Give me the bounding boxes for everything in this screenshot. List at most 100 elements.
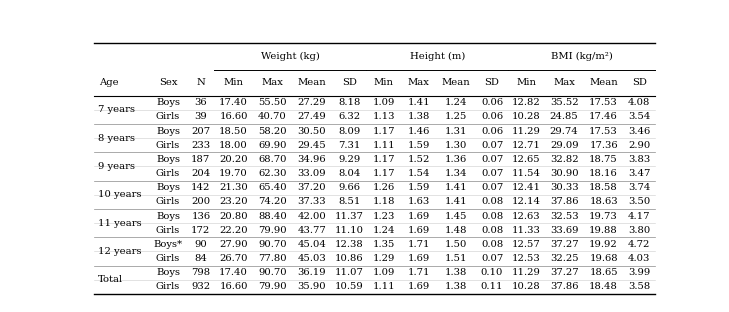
Text: Boys: Boys: [156, 126, 180, 135]
Text: Min: Min: [516, 78, 537, 87]
Text: 207: 207: [191, 126, 211, 135]
Text: 12.14: 12.14: [512, 197, 541, 206]
Text: 1.52: 1.52: [408, 155, 429, 164]
Text: 7 years: 7 years: [98, 105, 136, 114]
Text: 7.31: 7.31: [338, 141, 360, 150]
Text: 17.46: 17.46: [589, 112, 618, 121]
Text: 3.74: 3.74: [628, 183, 650, 192]
Text: Mean: Mean: [589, 78, 618, 87]
Text: 4.17: 4.17: [628, 212, 650, 221]
Text: Boys: Boys: [156, 155, 180, 164]
Text: 22.20: 22.20: [219, 226, 248, 235]
Text: 0.07: 0.07: [481, 155, 503, 164]
Text: 12.38: 12.38: [335, 240, 364, 249]
Text: 90: 90: [195, 240, 207, 249]
Text: 1.41: 1.41: [445, 197, 467, 206]
Text: 20.80: 20.80: [219, 212, 248, 221]
Text: 39: 39: [195, 112, 207, 121]
Text: 4.03: 4.03: [628, 254, 650, 263]
Text: 18.63: 18.63: [589, 197, 618, 206]
Text: 77.80: 77.80: [258, 254, 286, 263]
Text: 33.09: 33.09: [297, 169, 326, 178]
Text: 37.27: 37.27: [550, 240, 578, 249]
Text: 3.50: 3.50: [628, 197, 650, 206]
Text: 11.37: 11.37: [335, 212, 364, 221]
Text: 1.59: 1.59: [408, 183, 429, 192]
Text: 17.40: 17.40: [219, 268, 248, 277]
Text: 10.28: 10.28: [512, 112, 541, 121]
Text: Age: Age: [99, 78, 119, 87]
Text: 69.90: 69.90: [258, 141, 286, 150]
Text: 0.07: 0.07: [481, 141, 503, 150]
Text: 1.25: 1.25: [445, 112, 467, 121]
Text: 1.31: 1.31: [445, 126, 467, 135]
Text: Boys: Boys: [156, 268, 180, 277]
Text: 3.46: 3.46: [628, 126, 650, 135]
Text: 142: 142: [191, 183, 211, 192]
Text: 1.69: 1.69: [408, 282, 429, 291]
Text: 29.09: 29.09: [550, 141, 578, 150]
Text: 32.82: 32.82: [550, 155, 578, 164]
Text: 2.90: 2.90: [628, 141, 650, 150]
Text: 90.70: 90.70: [258, 268, 286, 277]
Text: 32.25: 32.25: [550, 254, 578, 263]
Text: 3.83: 3.83: [628, 155, 650, 164]
Text: 62.30: 62.30: [258, 169, 286, 178]
Text: Boys: Boys: [156, 212, 180, 221]
Text: Total: Total: [98, 275, 123, 284]
Text: 32.53: 32.53: [550, 212, 578, 221]
Text: 18.75: 18.75: [589, 155, 618, 164]
Text: 10 years: 10 years: [98, 190, 142, 199]
Text: 136: 136: [191, 212, 211, 221]
Text: Min: Min: [374, 78, 394, 87]
Text: 11 years: 11 years: [98, 219, 142, 228]
Text: 3.47: 3.47: [628, 169, 650, 178]
Text: 18.65: 18.65: [589, 268, 618, 277]
Text: Girls: Girls: [156, 169, 180, 178]
Text: Boys: Boys: [156, 98, 180, 107]
Text: 42.00: 42.00: [297, 212, 326, 221]
Text: 23.20: 23.20: [219, 197, 248, 206]
Text: 12.71: 12.71: [512, 141, 541, 150]
Text: 3.58: 3.58: [628, 282, 650, 291]
Text: Girls: Girls: [156, 141, 180, 150]
Text: 20.20: 20.20: [219, 155, 248, 164]
Text: 90.70: 90.70: [258, 240, 286, 249]
Text: 17.40: 17.40: [219, 98, 248, 107]
Text: 4.08: 4.08: [628, 98, 650, 107]
Text: 11.33: 11.33: [512, 226, 541, 235]
Text: 1.24: 1.24: [445, 98, 467, 107]
Text: 45.04: 45.04: [297, 240, 326, 249]
Text: 1.46: 1.46: [408, 126, 429, 135]
Text: 8.18: 8.18: [338, 98, 360, 107]
Text: 1.48: 1.48: [445, 226, 467, 235]
Text: Mean: Mean: [297, 78, 326, 87]
Text: 37.33: 37.33: [297, 197, 326, 206]
Text: 1.41: 1.41: [408, 98, 430, 107]
Text: 4.72: 4.72: [628, 240, 650, 249]
Text: 68.70: 68.70: [258, 155, 286, 164]
Text: 79.90: 79.90: [258, 282, 286, 291]
Text: 1.17: 1.17: [373, 126, 395, 135]
Text: 12.65: 12.65: [512, 155, 541, 164]
Text: 33.69: 33.69: [550, 226, 578, 235]
Text: 30.50: 30.50: [297, 126, 326, 135]
Text: 11.10: 11.10: [335, 226, 364, 235]
Text: 1.18: 1.18: [373, 197, 395, 206]
Text: 1.54: 1.54: [408, 169, 430, 178]
Text: Girls: Girls: [156, 282, 180, 291]
Text: 65.40: 65.40: [258, 183, 286, 192]
Text: 1.34: 1.34: [445, 169, 467, 178]
Text: 18.50: 18.50: [219, 126, 248, 135]
Text: 29.45: 29.45: [297, 141, 326, 150]
Text: 233: 233: [191, 141, 211, 150]
Text: 19.68: 19.68: [589, 254, 618, 263]
Text: SD: SD: [342, 78, 356, 87]
Text: 18.48: 18.48: [589, 282, 618, 291]
Text: 0.06: 0.06: [481, 98, 503, 107]
Text: 27.49: 27.49: [297, 112, 326, 121]
Text: 58.20: 58.20: [258, 126, 286, 135]
Text: Height (m): Height (m): [410, 52, 465, 61]
Text: 17.36: 17.36: [589, 141, 618, 150]
Text: 1.38: 1.38: [445, 282, 467, 291]
